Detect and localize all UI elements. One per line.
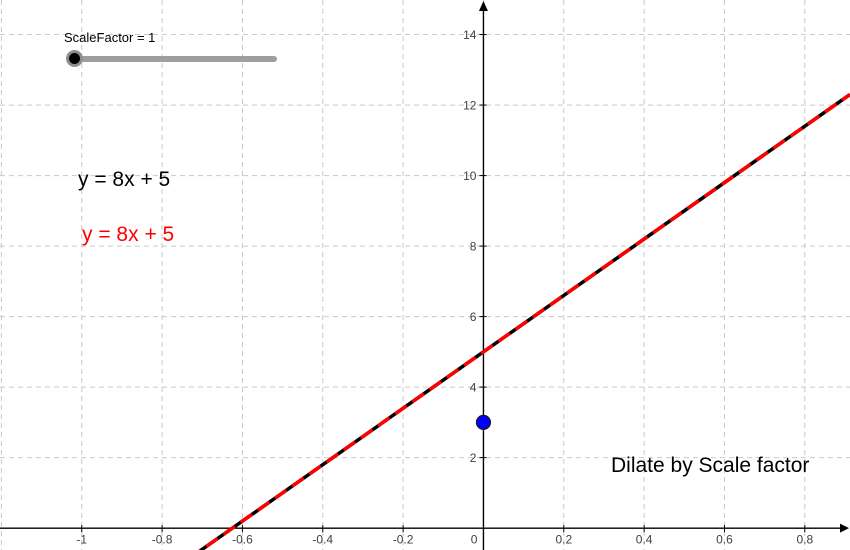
equation-original: y = 8x + 5 bbox=[78, 168, 171, 191]
x-tick-label: 0.2 bbox=[555, 533, 572, 547]
y-tick-label: 4 bbox=[470, 381, 477, 395]
slider-label: ScaleFactor = 1 bbox=[64, 30, 156, 45]
x-tick-label: 0 bbox=[471, 533, 478, 547]
equation-image: y = 8x + 5 bbox=[82, 223, 175, 246]
scale-factor-slider-track[interactable] bbox=[66, 50, 277, 67]
y-tick-label: 6 bbox=[470, 310, 477, 324]
x-tick-label: -0.8 bbox=[152, 533, 173, 547]
annotation-line1: Dilate by Scale factor bbox=[611, 454, 810, 477]
y-tick-label: 10 bbox=[463, 169, 477, 183]
scale-factor-slider-knob[interactable] bbox=[66, 50, 83, 67]
dilated-line bbox=[198, 93, 850, 550]
x-tick-label: -1 bbox=[76, 533, 87, 547]
dilation-center-point[interactable] bbox=[475, 414, 492, 430]
y-tick-label: 2 bbox=[470, 451, 477, 465]
x-tick-label: 0.6 bbox=[716, 533, 733, 547]
y-tick-label: 12 bbox=[463, 99, 477, 113]
x-tick-label: -0.2 bbox=[393, 533, 414, 547]
x-tick-label: 0.8 bbox=[796, 533, 813, 547]
x-tick-label: 0.4 bbox=[636, 533, 653, 547]
annotation-text: Dilate by Scale factor about center (0,3… bbox=[611, 371, 809, 550]
x-tick-label: -0.4 bbox=[312, 533, 333, 547]
y-axis-arrow bbox=[478, 1, 488, 11]
x-axis-arrow bbox=[840, 523, 849, 533]
x-tick-label: -0.6 bbox=[232, 533, 253, 547]
y-tick-label: 14 bbox=[463, 28, 477, 42]
y-tick-label: 8 bbox=[470, 240, 477, 254]
